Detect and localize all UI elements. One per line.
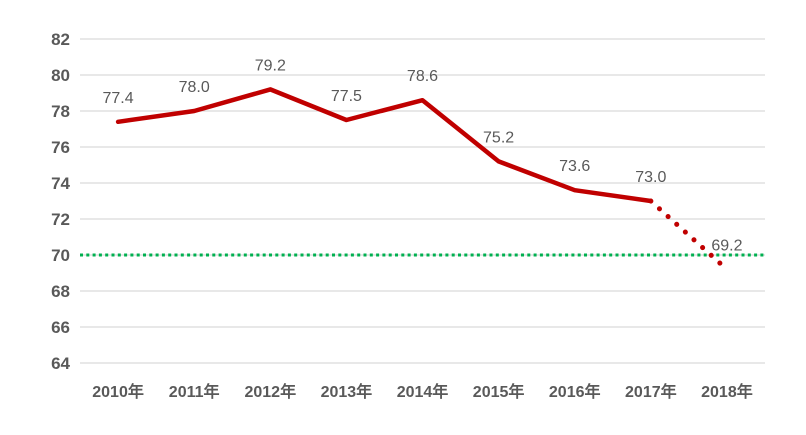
y-axis-tick-label: 72 — [51, 210, 70, 229]
x-axis-tick-label: 2014年 — [397, 382, 449, 401]
data-label: 79.2 — [255, 57, 286, 74]
y-axis-tick-label: 64 — [51, 354, 70, 373]
y-axis-tick-label: 74 — [51, 174, 70, 193]
data-label: 73.6 — [559, 158, 590, 175]
x-axis-tick-label: 2018年 — [701, 382, 753, 401]
y-axis-tick-label: 82 — [51, 30, 70, 49]
data-label: 78.0 — [179, 79, 210, 96]
data-label: 77.4 — [102, 90, 133, 107]
y-axis-tick-label: 80 — [51, 66, 70, 85]
data-label: 77.5 — [331, 88, 362, 105]
y-axis-tick-label: 66 — [51, 318, 70, 337]
y-axis-tick-label: 76 — [51, 138, 70, 157]
x-axis-tick-label: 2017年 — [625, 382, 677, 401]
data-label: 78.6 — [407, 68, 438, 85]
data-label: 73.0 — [635, 169, 666, 186]
y-axis-tick-label: 70 — [51, 246, 70, 265]
x-axis-tick-label: 2010年 — [92, 382, 144, 401]
x-axis-tick-label: 2012年 — [244, 382, 296, 401]
data-series-line — [115, 87, 654, 204]
data-label: 69.2 — [711, 237, 742, 254]
x-axis-tick-label: 2013年 — [321, 382, 373, 401]
x-axis-tick-label: 2015年 — [473, 382, 525, 401]
y-axis-tick-label: 68 — [51, 282, 70, 301]
x-axis-tick-label: 2016年 — [549, 382, 601, 401]
x-axis-tick-label: 2011年 — [169, 382, 220, 401]
y-axis-tick-label: 78 — [51, 102, 70, 121]
data-label: 75.2 — [483, 129, 514, 146]
